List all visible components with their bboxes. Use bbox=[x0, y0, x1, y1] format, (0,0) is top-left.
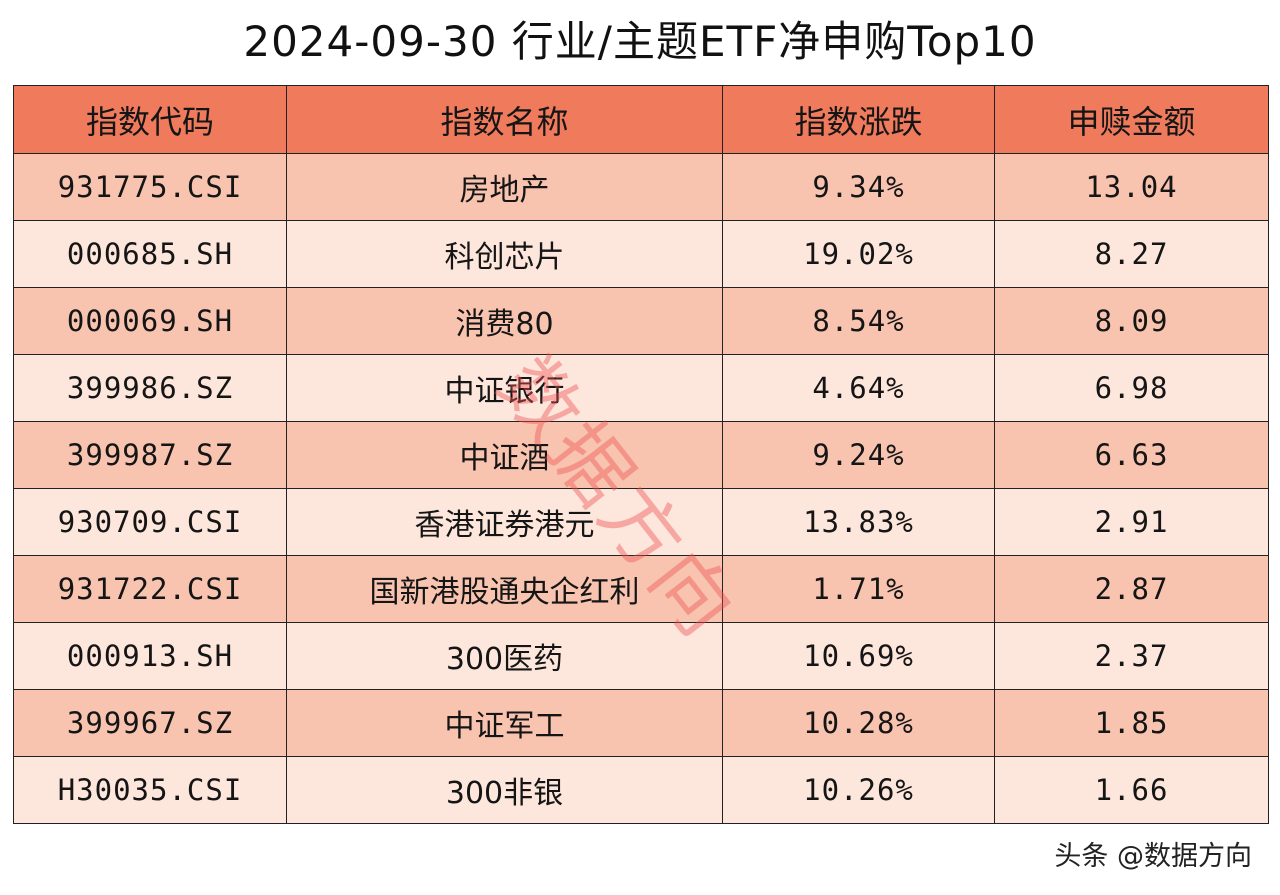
index-name-cell: 香港证券港元 bbox=[286, 488, 723, 556]
index-code-cell: 930709.CSI bbox=[13, 488, 287, 556]
index-code-cell: 931775.CSI bbox=[13, 153, 287, 221]
index-change-cell: 10.26% bbox=[722, 756, 995, 824]
index-code-cell: 399986.SZ bbox=[13, 354, 287, 422]
index-change-cell: 1.71% bbox=[722, 555, 995, 623]
table-row: 931775.CSI 房地产 9.34% 13.04 bbox=[13, 153, 1269, 221]
table-row: 000913.SH 300医药 10.69% 2.37 bbox=[13, 622, 1269, 690]
amount-cell: 1.66 bbox=[994, 756, 1269, 824]
table-row: 399987.SZ 中证酒 9.24% 6.63 bbox=[13, 421, 1269, 489]
header-amount: 申赎金额 bbox=[994, 85, 1269, 154]
index-code-cell: 000913.SH bbox=[13, 622, 287, 690]
index-name-cell: 房地产 bbox=[286, 153, 723, 221]
index-code-cell: 000685.SH bbox=[13, 220, 287, 288]
index-name-cell: 中证银行 bbox=[286, 354, 723, 422]
index-change-cell: 9.34% bbox=[722, 153, 995, 221]
header-index-code: 指数代码 bbox=[13, 85, 287, 154]
index-change-cell: 9.24% bbox=[722, 421, 995, 489]
amount-cell: 2.37 bbox=[994, 622, 1269, 690]
table-header-row: 指数代码 指数名称 指数涨跌 申赎金额 bbox=[13, 85, 1269, 154]
table-row: 000069.SH 消费80 8.54% 8.09 bbox=[13, 287, 1269, 355]
index-change-cell: 4.64% bbox=[722, 354, 995, 422]
header-index-name: 指数名称 bbox=[286, 85, 723, 154]
amount-cell: 6.63 bbox=[994, 421, 1269, 489]
index-name-cell: 中证军工 bbox=[286, 689, 723, 757]
amount-cell: 13.04 bbox=[994, 153, 1269, 221]
index-change-cell: 8.54% bbox=[722, 287, 995, 355]
index-name-cell: 中证酒 bbox=[286, 421, 723, 489]
table-row: 930709.CSI 香港证券港元 13.83% 2.91 bbox=[13, 488, 1269, 556]
table-row: 399967.SZ 中证军工 10.28% 1.85 bbox=[13, 689, 1269, 757]
index-name-cell: 300医药 bbox=[286, 622, 723, 690]
header-index-change: 指数涨跌 bbox=[722, 85, 995, 154]
source-credit: 头条 @数据方向 bbox=[1054, 841, 1252, 872]
page-title: 2024-09-30 行业/主题ETF净申购Top10 bbox=[243, 17, 1037, 66]
index-change-cell: 10.28% bbox=[722, 689, 995, 757]
index-name-cell: 300非银 bbox=[286, 756, 723, 824]
index-code-cell: 399987.SZ bbox=[13, 421, 287, 489]
table-row: 000685.SH 科创芯片 19.02% 8.27 bbox=[13, 220, 1269, 288]
index-change-cell: 10.69% bbox=[722, 622, 995, 690]
index-change-cell: 19.02% bbox=[722, 220, 995, 288]
table-row: H30035.CSI 300非银 10.26% 1.66 bbox=[13, 756, 1269, 824]
amount-cell: 2.87 bbox=[994, 555, 1269, 623]
index-name-cell: 国新港股通央企红利 bbox=[286, 555, 723, 623]
amount-cell: 8.09 bbox=[994, 287, 1269, 355]
index-code-cell: 000069.SH bbox=[13, 287, 287, 355]
amount-cell: 2.91 bbox=[994, 488, 1269, 556]
etf-table: 指数代码 指数名称 指数涨跌 申赎金额 931775.CSI 房地产 9.34%… bbox=[13, 85, 1269, 824]
amount-cell: 8.27 bbox=[994, 220, 1269, 288]
amount-cell: 6.98 bbox=[994, 354, 1269, 422]
table-row: 931722.CSI 国新港股通央企红利 1.71% 2.87 bbox=[13, 555, 1269, 623]
index-change-cell: 13.83% bbox=[722, 488, 995, 556]
index-code-cell: 931722.CSI bbox=[13, 555, 287, 623]
table-row: 399986.SZ 中证银行 4.64% 6.98 bbox=[13, 354, 1269, 422]
amount-cell: 1.85 bbox=[994, 689, 1269, 757]
index-name-cell: 科创芯片 bbox=[286, 220, 723, 288]
index-name-cell: 消费80 bbox=[286, 287, 723, 355]
index-code-cell: 399967.SZ bbox=[13, 689, 287, 757]
index-code-cell: H30035.CSI bbox=[13, 756, 287, 824]
